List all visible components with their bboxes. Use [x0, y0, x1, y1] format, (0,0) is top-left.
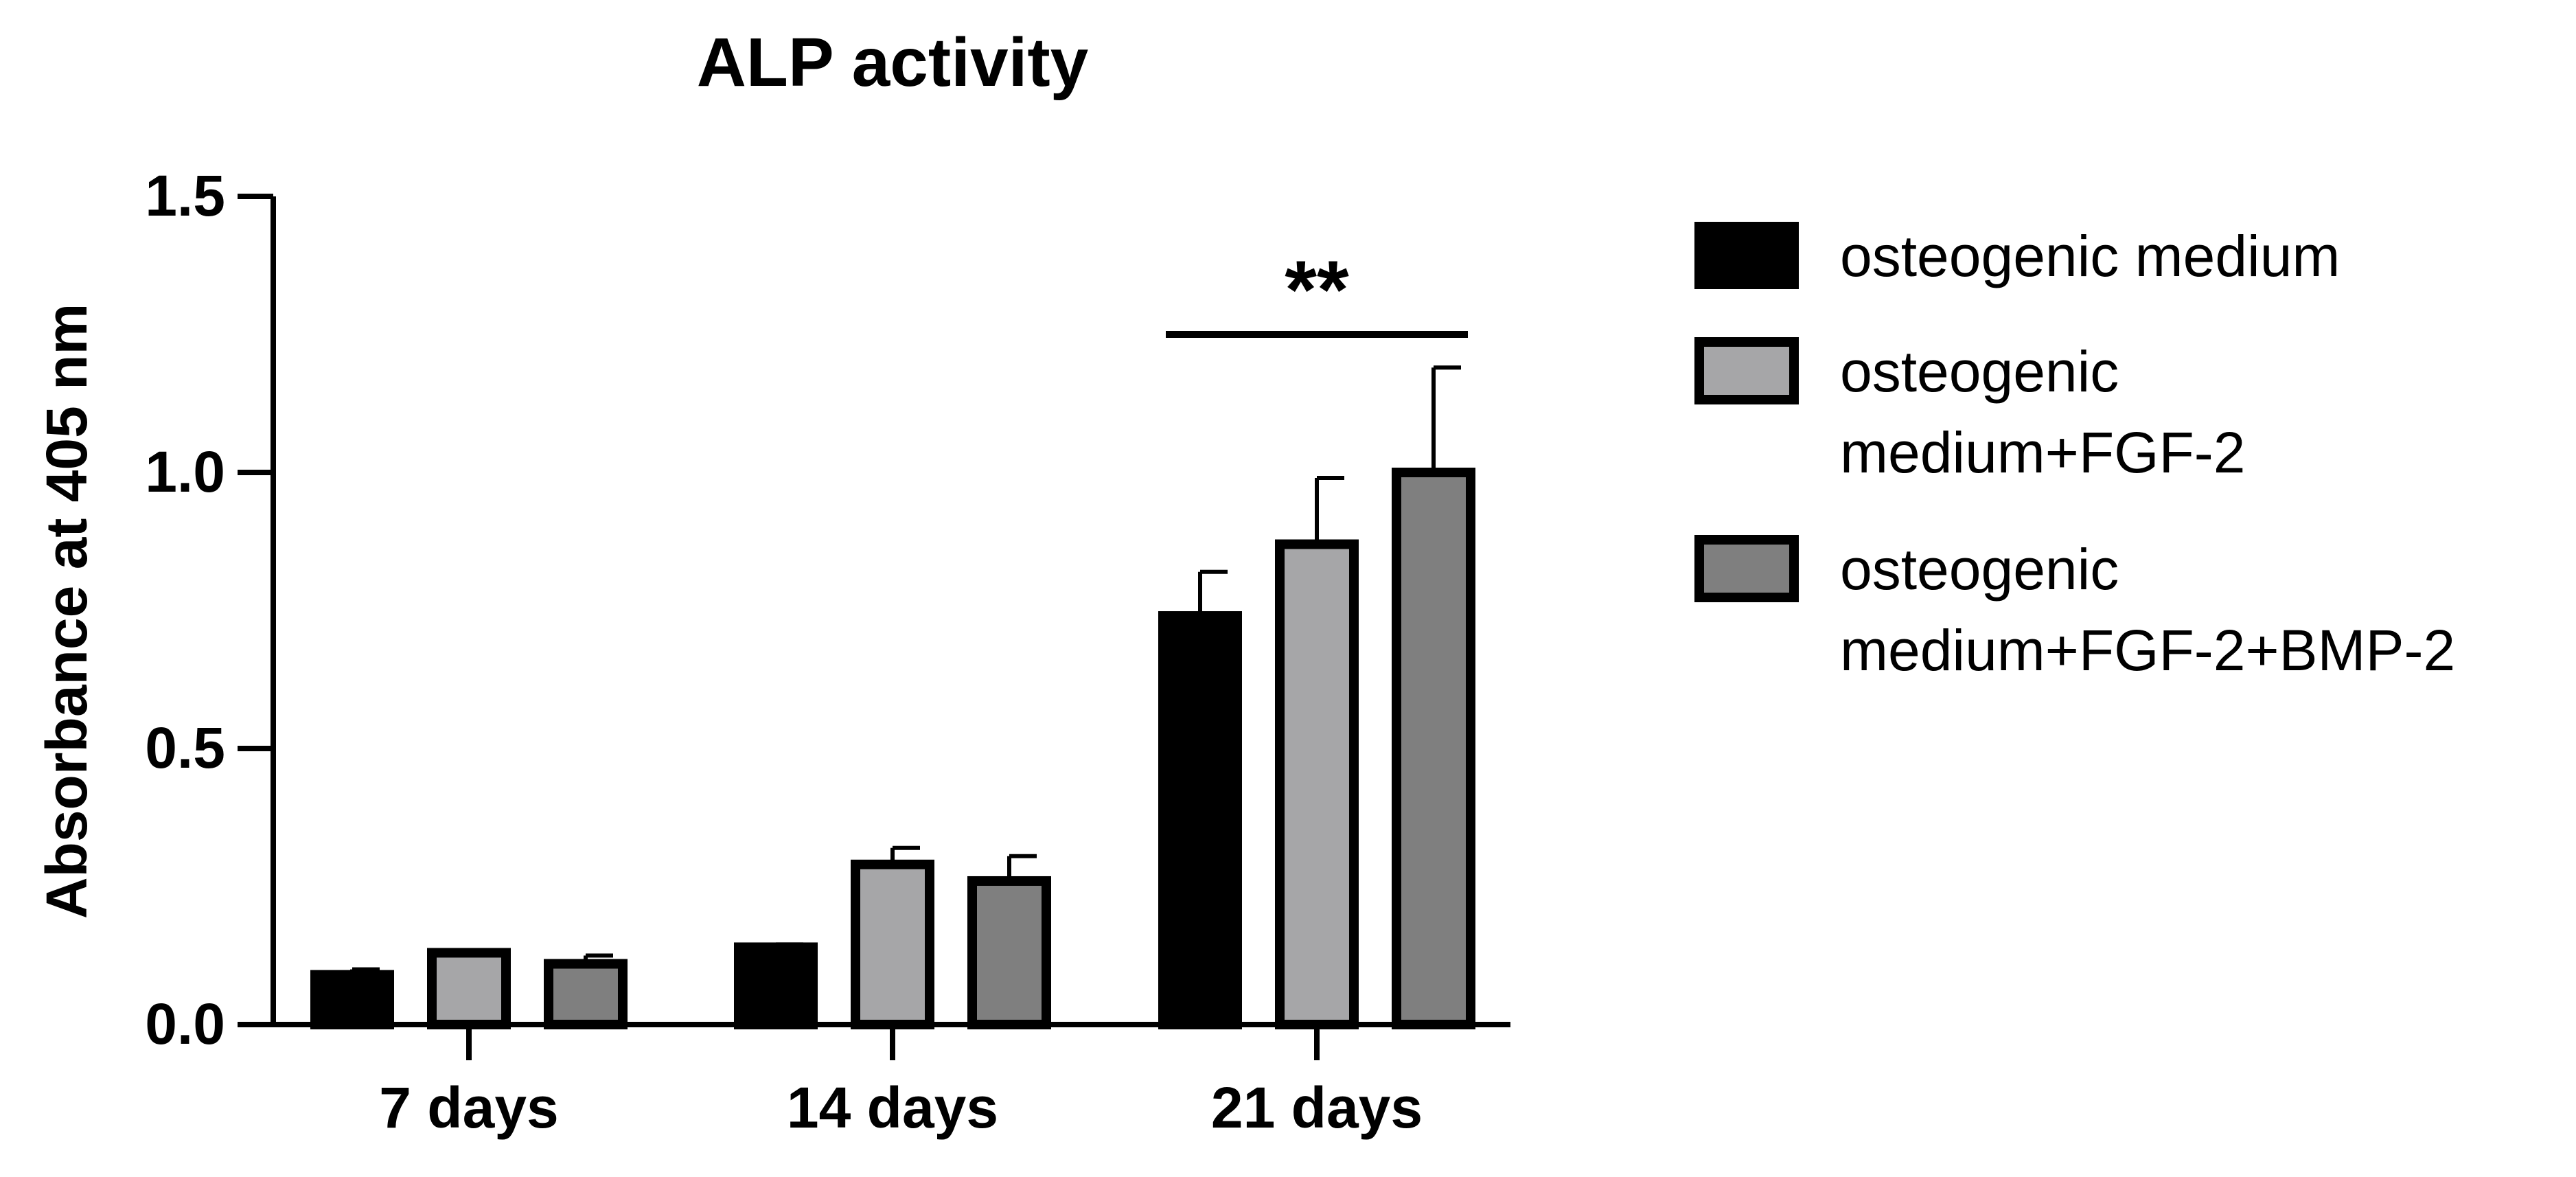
bar-7-days-s2	[427, 948, 511, 1029]
y-axis-label: Absorbance at 405 nm	[34, 304, 99, 919]
y-tick-label: 0.5	[145, 716, 225, 780]
bar-14-days-s3	[967, 876, 1051, 1029]
bar-21-days-s3	[1392, 468, 1475, 1029]
legend-swatch-s3	[1694, 535, 1799, 602]
bar-7-days-s1	[310, 970, 394, 1030]
significance-stars: **	[1285, 244, 1349, 336]
bar-14-days-s1	[734, 942, 818, 1029]
legend-swatch-s2	[1694, 337, 1799, 404]
x-tick-label: 21 days	[1211, 1075, 1423, 1140]
legend: osteogenic medium osteogenic medium+FGF-2 o…	[1694, 222, 2455, 683]
x-tick-label: 14 days	[787, 1075, 998, 1140]
plot-area: 0.0 0.5 1.0 1.5 7 days 14 days 21 days **	[145, 163, 1510, 1140]
legend-label-s2: medium+FGF-2	[1840, 420, 2245, 485]
bar-21-days-s1	[1158, 611, 1242, 1029]
bar-7-days-s3	[544, 959, 628, 1030]
legend-swatch-s1	[1694, 222, 1799, 289]
x-tick-label: 7 days	[379, 1075, 559, 1140]
bar-21-days-s2	[1275, 539, 1359, 1029]
legend-label-s1: osteogenic medium	[1840, 224, 2340, 288]
legend-label-s2: osteogenic	[1840, 339, 2119, 404]
chart-title: ALP activity	[697, 24, 1089, 101]
bar-14-days-s2	[851, 859, 934, 1029]
legend-label-s3: medium+FGF-2+BMP-2	[1840, 618, 2455, 683]
y-tick-label: 0.0	[145, 992, 225, 1056]
y-tick-label: 1.0	[145, 439, 225, 504]
legend-label-s3: osteogenic	[1840, 537, 2119, 602]
y-tick-label: 1.5	[145, 163, 225, 228]
